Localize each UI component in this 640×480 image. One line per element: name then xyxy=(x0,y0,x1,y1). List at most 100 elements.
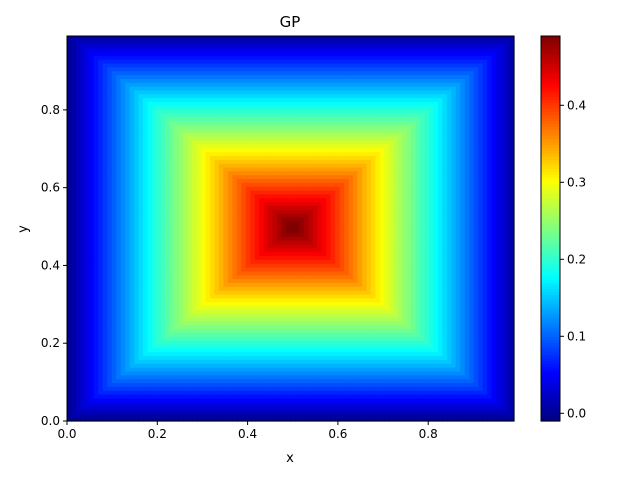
heatmap-cell xyxy=(93,282,99,287)
heatmap-cell xyxy=(223,190,229,195)
heatmap-cell xyxy=(214,132,220,137)
heatmap-cell xyxy=(156,347,162,353)
heatmap-cell xyxy=(160,151,166,156)
heatmap-cell xyxy=(178,401,184,407)
heatmap-cell xyxy=(259,101,265,106)
heatmap-cell xyxy=(183,409,189,414)
heatmap-cell xyxy=(218,336,225,341)
heatmap-cell xyxy=(138,120,144,126)
heatmap-cell xyxy=(169,228,175,233)
heatmap-cell xyxy=(165,70,171,76)
heatmap-cell xyxy=(84,136,90,141)
heatmap-cell xyxy=(268,370,274,376)
heatmap-cell xyxy=(263,247,269,253)
heatmap-cell xyxy=(281,51,287,56)
heatmap-cell xyxy=(272,166,278,172)
heatmap-cell xyxy=(129,228,135,233)
heatmap-cell xyxy=(169,170,175,176)
heatmap-cell xyxy=(174,89,180,95)
heatmap-cell xyxy=(205,128,211,133)
heatmap-cell xyxy=(80,143,86,149)
heatmap-cell xyxy=(125,236,131,241)
heatmap-cell xyxy=(129,120,135,126)
heatmap-cell xyxy=(272,336,278,341)
heatmap-cell xyxy=(263,132,269,137)
heatmap-cell xyxy=(142,120,149,126)
heatmap-cell xyxy=(142,62,149,68)
heatmap-cell xyxy=(75,143,82,149)
heatmap-cell xyxy=(201,213,207,218)
heatmap-cell xyxy=(174,213,180,218)
heatmap-cell xyxy=(254,278,260,283)
heatmap-cell xyxy=(147,405,153,411)
heatmap-cell xyxy=(142,243,149,249)
heatmap-cell xyxy=(192,74,198,79)
heatmap-cell xyxy=(147,70,153,76)
heatmap-cell xyxy=(214,113,220,118)
heatmap-cell xyxy=(196,263,202,268)
heatmap-cell xyxy=(223,232,229,237)
heatmap-cell xyxy=(272,409,278,414)
heatmap-cell xyxy=(102,190,108,195)
heatmap-cell xyxy=(183,74,189,79)
heatmap-cell xyxy=(272,128,278,133)
heatmap-cell xyxy=(178,259,184,264)
heatmap-cell xyxy=(67,78,73,83)
heatmap-cell xyxy=(250,259,256,264)
heatmap-cell xyxy=(178,386,184,391)
heatmap-cell xyxy=(254,163,260,168)
heatmap-cell xyxy=(178,267,184,272)
heatmap-cell xyxy=(156,386,162,391)
heatmap-cell xyxy=(187,367,193,372)
heatmap-cell xyxy=(227,332,233,337)
heatmap-cell xyxy=(201,263,207,268)
heatmap-cell xyxy=(129,344,135,349)
heatmap-cell xyxy=(75,139,82,145)
heatmap-cell xyxy=(142,367,149,372)
heatmap-cell xyxy=(268,182,274,187)
heatmap-cell xyxy=(178,367,184,372)
heatmap-cell xyxy=(286,259,292,264)
heatmap-cell xyxy=(236,116,242,122)
heatmap-cell xyxy=(151,290,157,295)
heatmap-cell xyxy=(205,259,211,264)
heatmap-cell xyxy=(277,313,283,318)
heatmap-cell xyxy=(98,109,104,114)
heatmap-cell xyxy=(138,209,144,214)
heatmap-cell xyxy=(151,82,157,87)
heatmap-cell xyxy=(165,128,171,133)
heatmap-cell xyxy=(187,274,193,280)
heatmap-cell xyxy=(169,232,175,237)
heatmap-cell xyxy=(227,124,233,129)
heatmap-cell xyxy=(227,105,233,110)
heatmap-cell xyxy=(263,59,269,64)
heatmap-cell xyxy=(125,89,131,95)
heatmap-cell xyxy=(125,282,131,287)
heatmap-cell xyxy=(142,374,149,380)
heatmap-cell xyxy=(160,394,166,399)
heatmap-cell xyxy=(183,340,189,345)
heatmap-cell xyxy=(259,132,265,137)
heatmap-cell xyxy=(102,205,108,210)
heatmap-cell xyxy=(196,216,202,222)
heatmap-cell xyxy=(89,105,95,110)
heatmap-cell xyxy=(187,305,193,310)
heatmap-cell xyxy=(80,55,86,60)
heatmap-cell xyxy=(75,355,82,360)
heatmap-cell xyxy=(80,305,86,310)
heatmap-cell xyxy=(286,159,292,164)
heatmap-cell xyxy=(196,89,202,95)
heatmap-cell xyxy=(201,93,207,99)
heatmap-cell xyxy=(201,359,207,364)
heatmap-cell xyxy=(151,155,157,160)
heatmap-cell xyxy=(236,170,242,176)
heatmap-cell xyxy=(71,282,77,287)
heatmap-cell xyxy=(71,51,77,56)
heatmap-cell xyxy=(93,359,99,364)
heatmap-cell xyxy=(107,139,113,145)
heatmap-cell xyxy=(218,201,225,206)
heatmap-cell xyxy=(286,247,292,253)
heatmap-cell xyxy=(259,201,265,206)
heatmap-cell xyxy=(111,159,117,164)
heatmap-cell xyxy=(89,324,95,330)
